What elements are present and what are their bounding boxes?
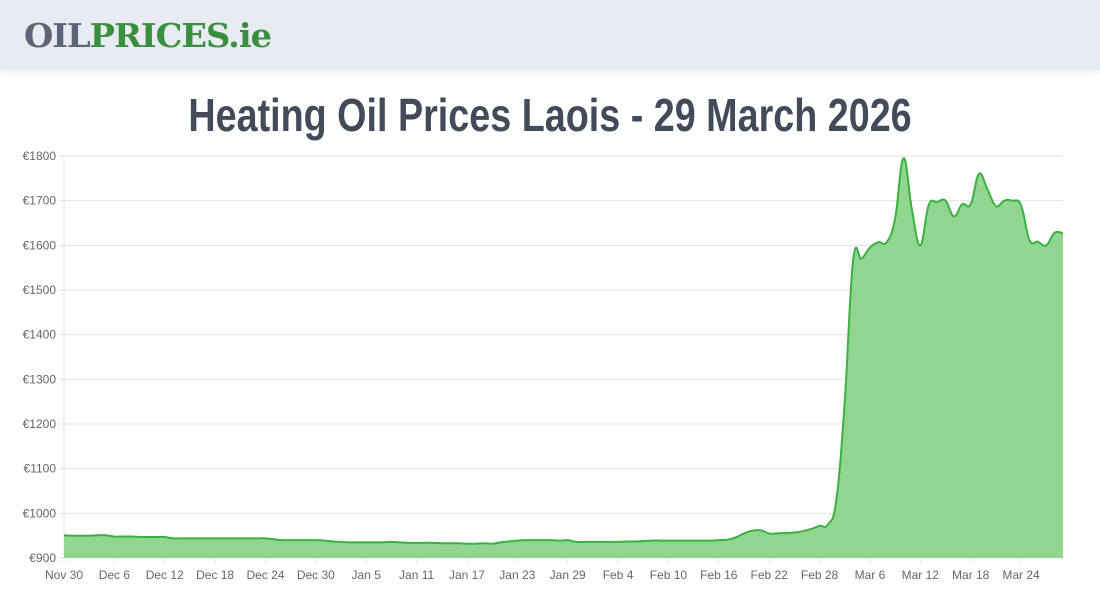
x-tick-label: Dec 18 [196, 568, 234, 582]
x-tick-label: Feb 28 [801, 568, 839, 582]
page-title-text: Heating Oil Prices Laois - 29 March 2026 [188, 89, 912, 141]
y-tick-label: €1500 [23, 283, 57, 297]
y-tick-label: €1100 [24, 462, 57, 476]
y-tick-label: €1800 [23, 149, 57, 163]
y-tick-label: €1200 [23, 417, 57, 431]
price-area-fill [64, 158, 1063, 558]
x-tick-label: Dec 30 [297, 568, 335, 582]
x-tick-label: Feb 10 [650, 568, 688, 582]
page-title: Heating Oil Prices Laois - 29 March 2026 [0, 86, 1100, 144]
y-tick-label: €1700 [23, 194, 57, 208]
logo-text-prices: PRICES.ie [89, 16, 272, 55]
x-tick-label: Dec 24 [246, 568, 284, 582]
x-tick-label: Mar 18 [952, 568, 990, 582]
x-tick-label: Dec 12 [146, 568, 184, 582]
y-axis-ticks: €900 €1000 €1100 €1200 €1300 €1400 €1500 €1600 €… [23, 149, 57, 565]
x-tick-label: Mar 24 [1002, 568, 1040, 582]
x-tick-label: Feb 4 [603, 568, 634, 582]
price-line [63, 157, 1064, 545]
x-tick-label: Jan 17 [449, 568, 485, 582]
logo-text-oil: OIL [24, 16, 91, 55]
x-tick-label: Feb 16 [700, 568, 738, 582]
y-tick-label: €1000 [23, 506, 57, 520]
x-tick-label: Nov 30 [45, 568, 83, 582]
site-header: OILPRICES.ie [0, 0, 1100, 70]
x-tick-label: Jan 23 [499, 568, 535, 582]
y-tick-label: €1600 [23, 238, 57, 252]
y-tick-label: €1300 [23, 372, 57, 386]
site-logo[interactable]: OILPRICES.ie [24, 16, 272, 56]
x-tick-label: Jan 11 [399, 568, 434, 582]
x-axis-ticks: Nov 30 Dec 6 Dec 12 Dec 18 Dec 24 Dec 30 Jan 5… [45, 568, 1040, 582]
y-tick-label: €900 [29, 551, 56, 565]
y-tick-label: €1400 [23, 328, 57, 342]
x-tick-label: Dec 6 [99, 568, 131, 582]
x-tick-label: Mar 12 [902, 568, 940, 582]
x-tick-label: Jan 5 [352, 568, 382, 582]
x-tick-label: Mar 6 [855, 568, 886, 582]
x-tick-label: Feb 22 [750, 568, 788, 582]
x-tick-label: Jan 29 [550, 568, 586, 582]
